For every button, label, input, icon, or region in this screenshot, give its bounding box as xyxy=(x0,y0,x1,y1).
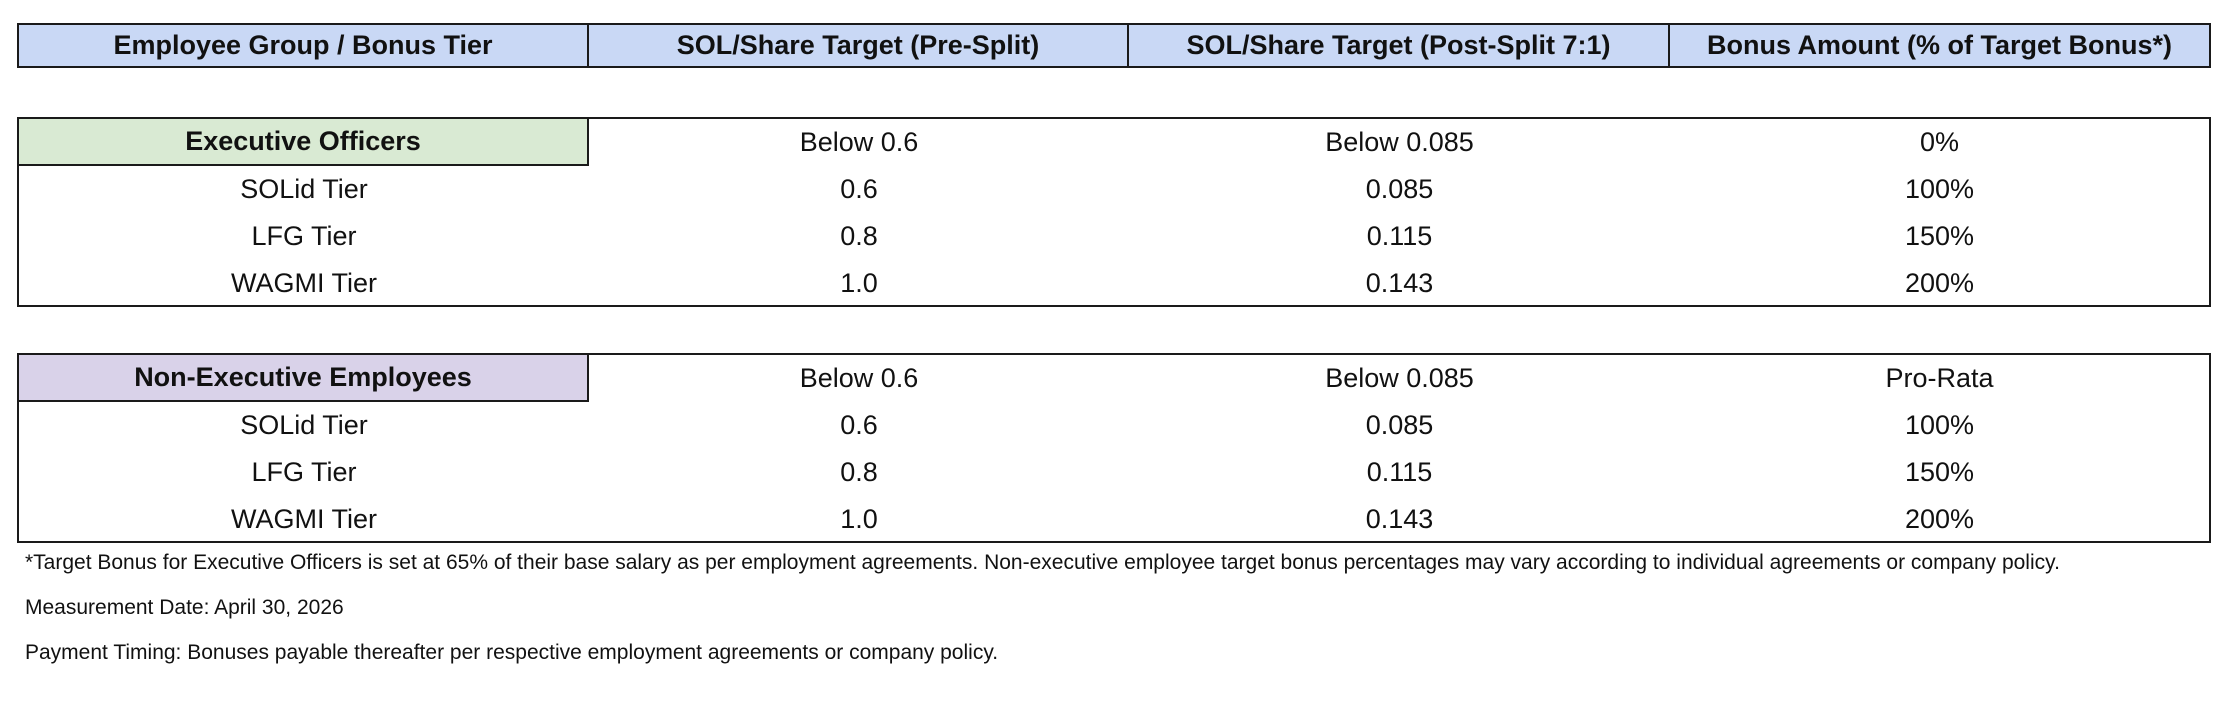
table-cell: 0.8 xyxy=(840,457,878,487)
table-cell: 0.6 xyxy=(840,410,878,440)
table-cell: Pro-Rata xyxy=(1885,363,1994,393)
tier-name: WAGMI Tier xyxy=(231,504,377,534)
target-bonus-footnote: *Target Bonus for Executive Officers is … xyxy=(25,551,2060,574)
table-row: WAGMI Tier 1.0 0.143 200% xyxy=(19,496,2209,543)
table-cell: 0.085 xyxy=(1365,410,1434,440)
column-header-post-split: SOL/Share Target (Post-Split 7:1) xyxy=(1129,25,1670,66)
measurement-date: Measurement Date: April 30, 2026 xyxy=(25,596,344,619)
tier-name: LFG Tier xyxy=(251,221,357,251)
non-executive-employees-table: Non-Executive Employees Below 0.6 Below … xyxy=(17,353,2211,543)
group-title-non-executive: Non-Executive Employees xyxy=(19,355,589,402)
table-row: LFG Tier 0.8 0.115 150% xyxy=(19,213,2209,260)
footnotes: *Target Bonus for Executive Officers is … xyxy=(25,548,2205,667)
table-cell: 150% xyxy=(1904,457,1975,487)
table-cell: Below 0.6 xyxy=(799,363,919,393)
table-cell: 100% xyxy=(1904,410,1975,440)
table-cell: 100% xyxy=(1904,174,1975,204)
table-cell: 0% xyxy=(1919,127,1960,157)
table-cell: Below 0.085 xyxy=(1325,363,1474,393)
table-row: Non-Executive Employees Below 0.6 Below … xyxy=(19,355,2209,402)
table-cell: 0.143 xyxy=(1365,268,1434,298)
table-row: SOLid Tier 0.6 0.085 100% xyxy=(19,402,2209,449)
table-cell: Below 0.6 xyxy=(799,127,919,157)
table-cell: 150% xyxy=(1904,221,1975,251)
table-row: Executive Officers Below 0.6 Below 0.085… xyxy=(19,119,2209,166)
table-cell: 0.085 xyxy=(1365,174,1434,204)
table-cell: 0.8 xyxy=(840,221,878,251)
column-header-bonus-amount: Bonus Amount (% of Target Bonus*) xyxy=(1707,30,2172,60)
table-cell: 0.115 xyxy=(1366,221,1433,251)
column-header-group-tier: Employee Group / Bonus Tier xyxy=(19,25,589,66)
table-cell: 200% xyxy=(1904,504,1975,534)
table-cell: 0.6 xyxy=(840,174,878,204)
tier-name: SOLid Tier xyxy=(240,410,368,440)
table-row: WAGMI Tier 1.0 0.143 200% xyxy=(19,260,2209,307)
table-row: LFG Tier 0.8 0.115 150% xyxy=(19,449,2209,496)
group-title-executive: Executive Officers xyxy=(19,119,589,166)
table-cell: Below 0.085 xyxy=(1325,127,1474,157)
payment-timing: Payment Timing: Bonuses payable thereaft… xyxy=(25,641,999,664)
tier-name: SOLid Tier xyxy=(240,174,368,204)
table-cell: 200% xyxy=(1904,268,1975,298)
table-header-row: Employee Group / Bonus Tier SOL/Share Ta… xyxy=(17,23,2211,68)
table-cell: 0.143 xyxy=(1365,504,1434,534)
tier-name: WAGMI Tier xyxy=(231,268,377,298)
table-cell: 1.0 xyxy=(840,504,878,534)
executive-officers-table: Executive Officers Below 0.6 Below 0.085… xyxy=(17,117,2211,307)
column-header-pre-split: SOL/Share Target (Pre-Split) xyxy=(589,25,1129,66)
table-cell: 1.0 xyxy=(840,268,878,298)
table-cell: 0.115 xyxy=(1366,457,1433,487)
table-row: SOLid Tier 0.6 0.085 100% xyxy=(19,166,2209,213)
tier-name: LFG Tier xyxy=(251,457,357,487)
